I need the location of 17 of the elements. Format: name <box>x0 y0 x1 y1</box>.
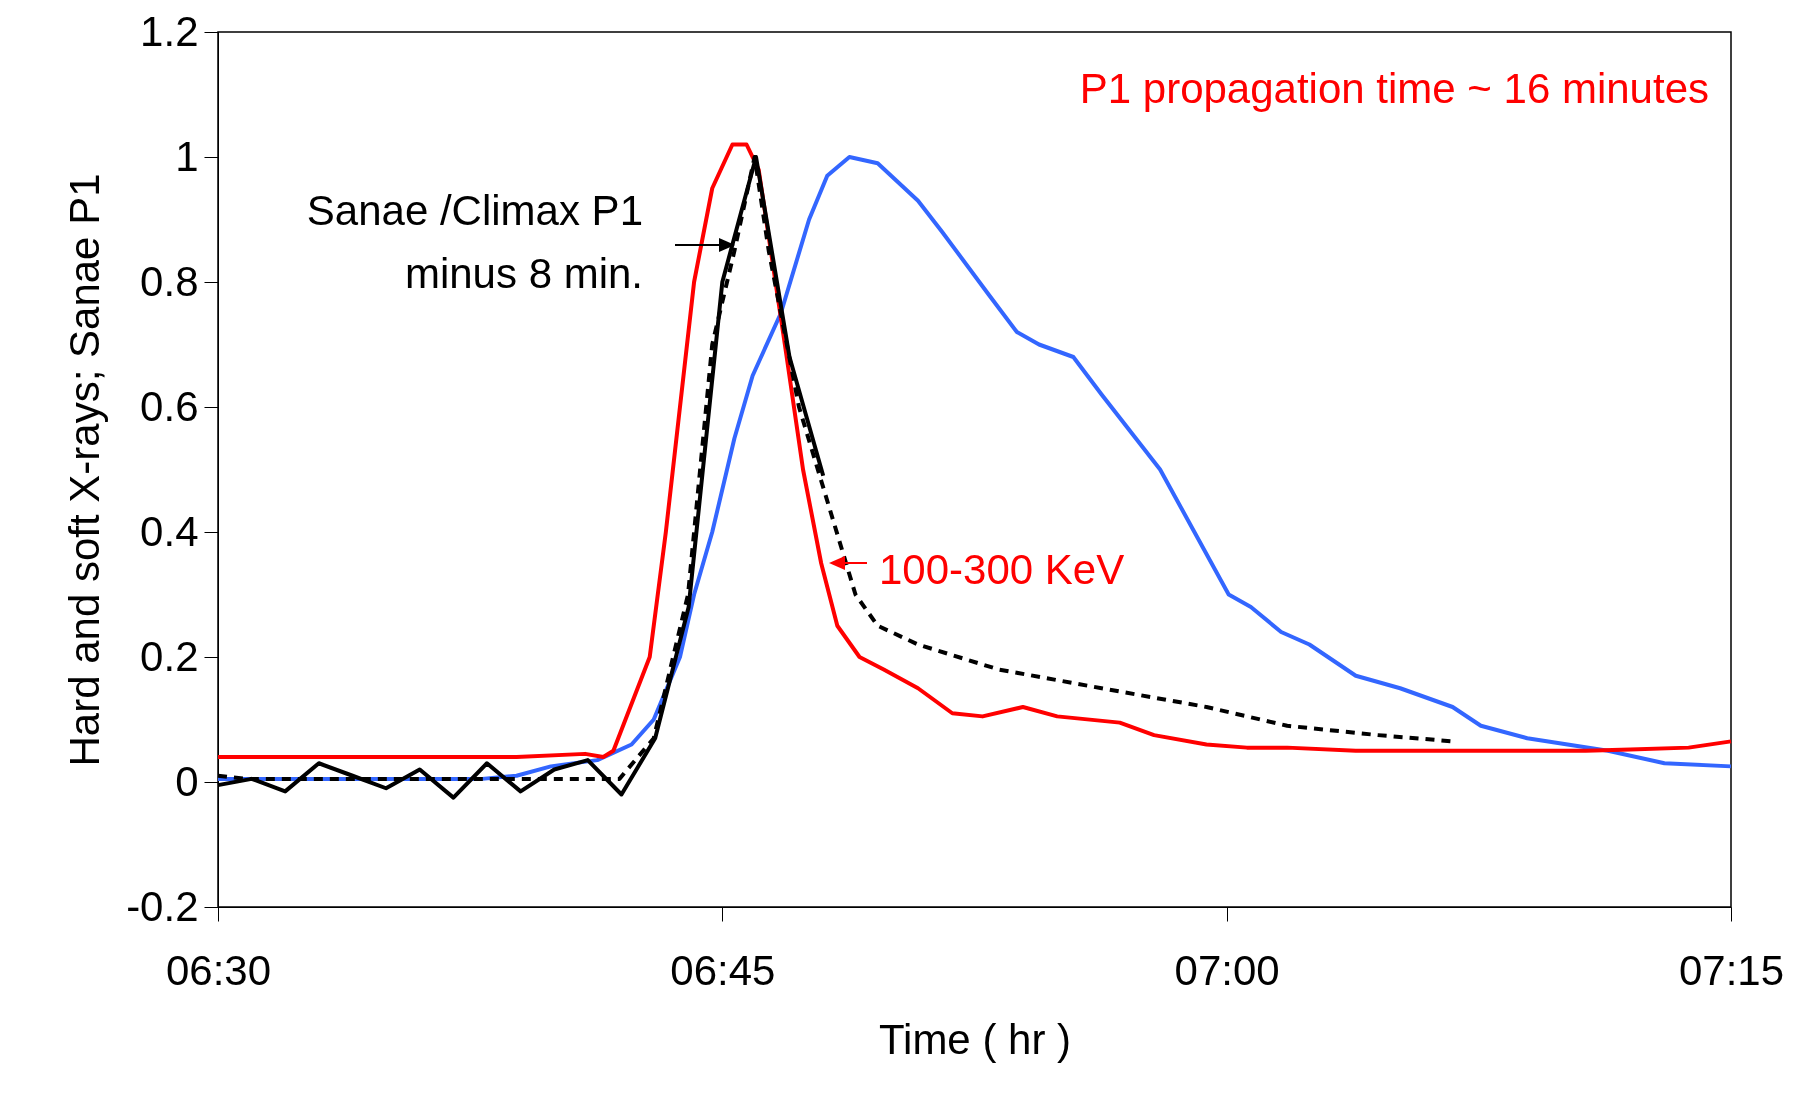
x-tick-label: 07:15 <box>1678 946 1785 994</box>
y-tick-label: 0.4 <box>140 507 199 555</box>
annotation: 100-300 KeV <box>879 546 1125 593</box>
y-tick-label: 0 <box>175 757 199 805</box>
x-tick-label: 06:30 <box>165 946 272 994</box>
y-tick-label: 0.8 <box>140 257 199 305</box>
annotation: Sanae /Climax P1 minus 8 min. <box>306 187 643 297</box>
y-tick-label: 1 <box>175 132 199 180</box>
x-tick-label: 07:00 <box>1174 946 1280 994</box>
y-tick-label: 0.6 <box>140 382 199 430</box>
y-tick-label: -0.2 <box>126 882 199 930</box>
x-axis-title: Time ( hr ) <box>878 1015 1072 1063</box>
y-axis-title: Hard and soft X-rays; Sanae P1 <box>61 173 109 767</box>
y-tick-label: 1.2 <box>140 7 199 55</box>
annotation: P1 propagation time ~ 16 minutes <box>1079 65 1709 112</box>
y-tick-label: 0.2 <box>140 632 199 680</box>
x-tick-label: 06:45 <box>670 946 776 994</box>
